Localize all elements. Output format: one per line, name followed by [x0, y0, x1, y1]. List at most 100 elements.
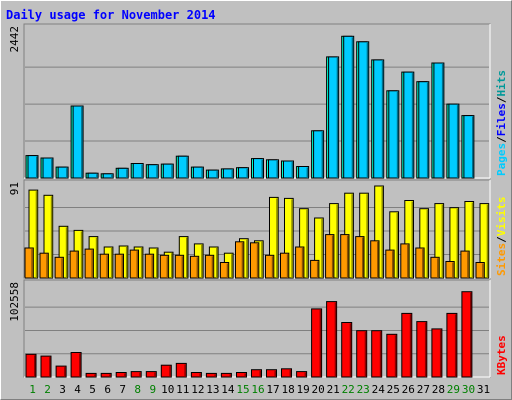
- bar-kbytes-day-18: [281, 368, 292, 378]
- bar-shade: [246, 239, 248, 278]
- bar-shade: [321, 219, 323, 278]
- bar-shade: [214, 374, 216, 377]
- bar-shade: [456, 208, 459, 278]
- x-label-day-7: 7: [119, 383, 126, 396]
- bar-files-day-14: [222, 168, 234, 179]
- y-max-label: 91: [8, 182, 21, 195]
- bar-shade: [216, 171, 218, 178]
- bar-shade: [31, 249, 33, 278]
- x-label-day-20: 20: [311, 383, 324, 396]
- bar-shade: [407, 244, 409, 278]
- bar-shade: [424, 322, 427, 377]
- bar-sites-day-25: [385, 249, 395, 279]
- bar-sites-day-8: [129, 249, 139, 279]
- bar-shade: [51, 159, 53, 178]
- bar-shade: [46, 254, 48, 278]
- bar-shade: [94, 374, 96, 377]
- bar-files-day-6: [102, 173, 114, 179]
- bar-shade: [289, 369, 292, 377]
- bar-kbytes-day-22: [341, 322, 353, 378]
- x-label-day-19: 19: [296, 383, 309, 396]
- x-label-day-24: 24: [372, 383, 386, 396]
- bar-files-day-10: [162, 163, 174, 179]
- bar-sites-day-30: [460, 250, 470, 279]
- bar-shade: [366, 194, 368, 278]
- x-label-day-2: 2: [44, 383, 51, 396]
- bar-shade: [154, 372, 156, 377]
- bar-shade: [231, 254, 233, 278]
- bar-shade: [381, 60, 384, 178]
- bar-shade: [349, 323, 352, 377]
- bar-files-day-1: [27, 155, 39, 179]
- bar-shade: [486, 204, 489, 278]
- bar-files-day-7: [117, 167, 129, 179]
- bar-shade: [151, 255, 153, 278]
- bar-sites-day-12: [189, 255, 200, 279]
- bar-shade: [166, 256, 169, 278]
- bar-shade: [426, 209, 429, 278]
- bar-sites-day-9: [144, 253, 155, 279]
- bar-sites-day-5: [84, 248, 94, 279]
- bar-shade: [111, 174, 113, 178]
- bar-kbytes-day-3: [55, 365, 67, 378]
- x-label-day-22: 22: [342, 383, 355, 396]
- bar-shade: [256, 243, 259, 278]
- bar-shade: [211, 256, 214, 278]
- x-label-day-31: 31: [477, 383, 490, 396]
- bar-files-day-21: [328, 56, 340, 179]
- bar-sites-day-11: [174, 254, 185, 279]
- bar-shade: [186, 157, 188, 178]
- bar-files-day-17: [268, 159, 279, 179]
- bar-sites-day-23: [355, 236, 365, 279]
- bar-kbytes-day-13: [205, 372, 217, 378]
- bar-kbytes-day-12: [190, 372, 202, 378]
- bar-shade: [76, 252, 78, 278]
- panel-kbytes: 102558 KBytes: [8, 279, 508, 378]
- bar-shade: [452, 262, 454, 278]
- bar-files-day-15: [238, 167, 249, 179]
- x-axis-labels: 1 2 3 4 5 6 7 8 9 10 11 12 13 14 15 16 17 18 19 20 21 22 23 24 2…: [29, 383, 490, 396]
- bar-shade: [216, 248, 218, 278]
- bar-shade: [259, 370, 261, 377]
- bar-shade: [181, 256, 184, 278]
- bar-sites-day-24: [370, 240, 380, 279]
- x-label-day-30: 30: [462, 383, 475, 396]
- bar-files-day-30: [463, 115, 475, 179]
- x-label-day-6: 6: [104, 383, 111, 396]
- bar-sites-day-15: [235, 241, 245, 279]
- bar-shade: [241, 242, 244, 278]
- bar-sites-day-6: [99, 253, 109, 279]
- x-label-day-28: 28: [432, 383, 445, 396]
- bar-kbytes-day-24: [371, 330, 383, 378]
- bar-sites-day-28: [430, 256, 440, 279]
- bar-shade: [336, 204, 338, 278]
- bar-shade: [139, 372, 141, 377]
- bar-files-day-26: [403, 71, 415, 179]
- bar-shade: [50, 196, 53, 278]
- x-label-day-23: 23: [357, 383, 370, 396]
- bar-sites-day-10: [159, 254, 170, 279]
- bar-shade: [396, 212, 398, 278]
- bar-sites-day-7: [114, 253, 124, 279]
- bar-shade: [351, 194, 353, 278]
- bar-shade: [125, 247, 128, 278]
- bar-shade: [79, 353, 81, 377]
- x-label-day-14: 14: [221, 383, 235, 396]
- x-label-day-1: 1: [29, 383, 36, 396]
- bar-files-day-25: [388, 90, 400, 179]
- bar-shade: [306, 209, 308, 278]
- bar-shade: [261, 159, 263, 178]
- bar-shade: [244, 373, 246, 377]
- bar-shade: [304, 372, 307, 377]
- bar-files-day-8: [132, 163, 144, 179]
- bar-shade: [61, 258, 63, 278]
- x-label-day-29: 29: [447, 383, 460, 396]
- chart-title: Daily usage for November 2014: [6, 8, 216, 22]
- bar-files-day-28: [433, 62, 445, 179]
- bar-sites-day-27: [415, 247, 425, 279]
- bar-shade: [471, 202, 474, 278]
- bar-shade: [65, 227, 68, 278]
- bar-files-day-24: [373, 59, 385, 179]
- bar-shade: [470, 292, 472, 377]
- x-label-day-9: 9: [149, 383, 156, 396]
